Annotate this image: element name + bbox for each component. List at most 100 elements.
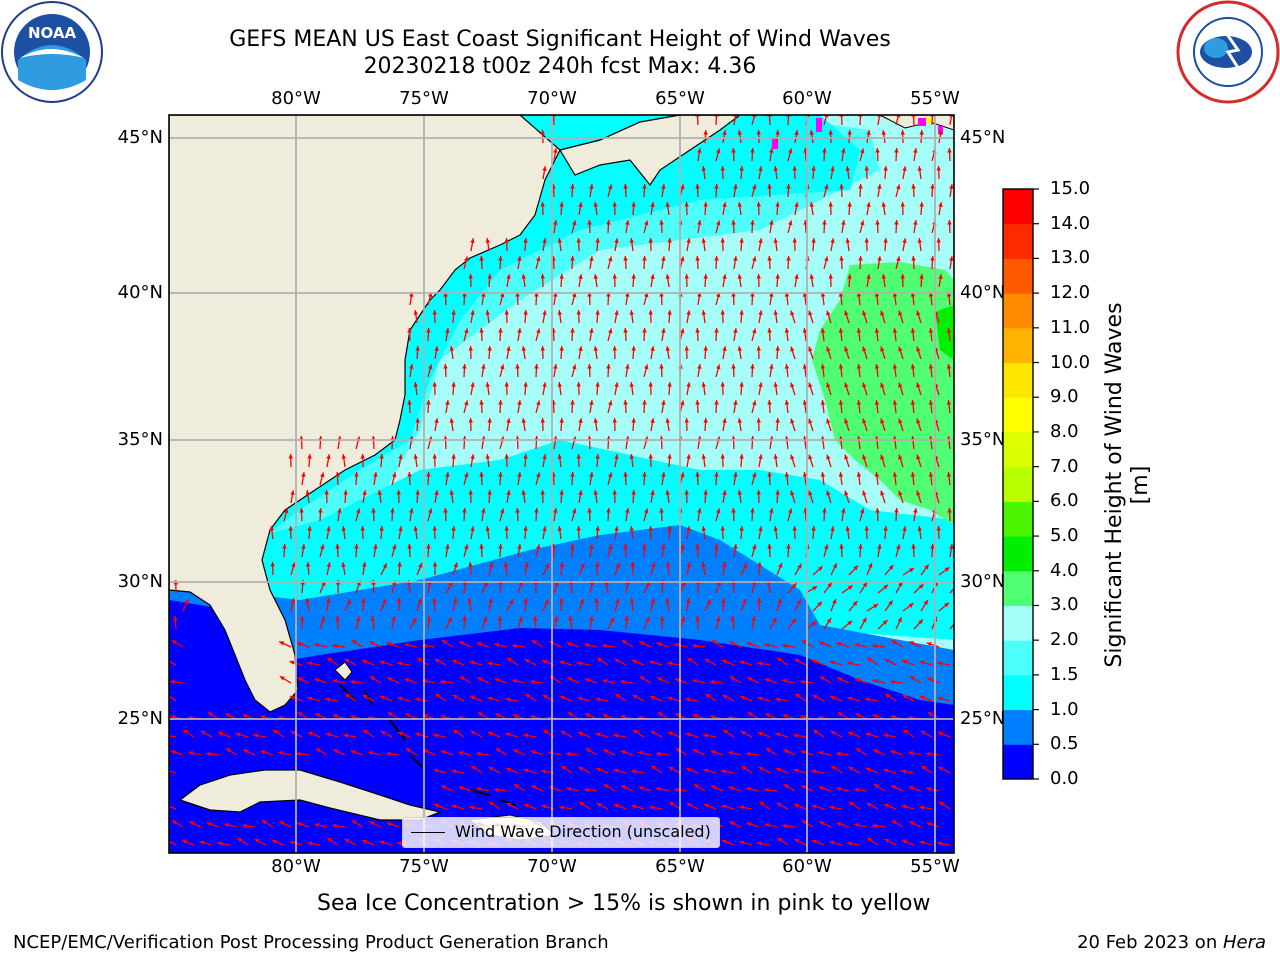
wave-arrow-head — [318, 508, 323, 513]
lat-tick-label: 35°N — [117, 429, 163, 450]
wave-arrow-head — [837, 677, 843, 682]
wave-arrow-head — [392, 544, 397, 550]
wave-arrow-head — [720, 166, 725, 171]
wave-arrow-head — [795, 693, 801, 699]
wave-arrow-head — [720, 382, 725, 387]
wave-arrow-head — [453, 562, 458, 568]
wave-arrow-head — [443, 364, 448, 369]
wave-arrow-head — [737, 418, 743, 423]
wave-arrow-head — [445, 472, 450, 477]
wave-arrow-head — [716, 364, 721, 370]
wave-arrow-shaft — [751, 115, 756, 126]
wave-arrow-head — [557, 382, 563, 387]
wave-arrow-head — [793, 733, 798, 738]
wave-arrow-head — [332, 678, 338, 684]
wave-arrow-head — [902, 526, 907, 531]
wave-arrow-head — [703, 733, 708, 738]
wave-arrow-head — [883, 238, 888, 243]
wave-arrow-head — [606, 508, 611, 513]
wave-arrow-head — [570, 328, 575, 333]
wave-arrow-head — [773, 238, 779, 243]
wave-arrow-head — [531, 785, 537, 790]
wave-arrow-head — [721, 562, 727, 567]
wave-arrow-head — [737, 130, 743, 135]
wave-arrow-head — [553, 148, 558, 153]
wave-arrow-head — [530, 750, 536, 755]
wave-arrow-head — [181, 839, 187, 844]
wave-arrow-head — [782, 643, 787, 649]
wave-arrow-head — [739, 660, 745, 665]
wave-arrow-head — [517, 472, 522, 477]
wave-arrow-shaft — [552, 115, 555, 126]
wave-arrow-head — [387, 712, 393, 717]
wave-arrow-head — [775, 418, 780, 423]
wave-arrow-head — [602, 714, 608, 719]
wave-arrow-head — [765, 748, 771, 753]
colorbar-tick-label: 6.0 — [1050, 490, 1079, 512]
wave-arrow-head — [271, 839, 277, 844]
wave-arrow-head — [874, 328, 880, 333]
wave-arrow-head — [515, 292, 520, 297]
wave-arrow-head — [830, 166, 835, 171]
wave-arrow-head — [874, 292, 880, 297]
wave-arrow-head — [674, 642, 680, 648]
wave-arrow-head — [479, 400, 484, 405]
wave-arrow-head — [576, 238, 581, 243]
wave-arrow-head — [830, 238, 835, 243]
wave-arrow-head — [542, 526, 547, 531]
wave-arrow-shaft — [696, 115, 699, 126]
wave-arrow-head — [937, 696, 943, 701]
wave-arrow-head — [270, 562, 275, 567]
wave-arrow-head — [665, 598, 670, 603]
wave-arrow-shaft — [787, 115, 790, 126]
wave-arrow-head — [873, 784, 879, 789]
wave-arrow-head — [874, 472, 880, 477]
wave-arrow-head — [882, 620, 888, 625]
wave-arrow-head — [360, 454, 365, 459]
wave-arrow-head — [680, 256, 685, 262]
wave-arrow-head — [877, 256, 882, 261]
wave-arrow-head — [751, 616, 756, 622]
wave-arrow-head — [279, 821, 285, 826]
wave-arrow-head — [299, 508, 304, 513]
wave-arrow-head — [470, 526, 475, 531]
wave-arrow-head — [808, 418, 813, 424]
wave-arrow-head — [488, 562, 494, 568]
wave-arrow-head — [441, 785, 447, 790]
wave-arrow-head — [621, 640, 627, 645]
wave-arrow-head — [612, 346, 617, 351]
colorbar-segment — [1003, 362, 1033, 398]
wave-arrow-head — [288, 454, 293, 459]
wave-arrow-head — [434, 490, 439, 495]
wave-arrow-head — [479, 328, 484, 333]
wave-arrow-head — [451, 526, 456, 531]
lat-tick-label: 30°N — [960, 571, 1006, 592]
wave-arrow-head — [413, 454, 419, 459]
wave-arrow-head — [282, 544, 287, 549]
wave-arrow-head — [572, 220, 577, 226]
wave-arrow-head — [494, 787, 499, 793]
wave-arrow-head — [477, 712, 483, 717]
wave-arrow-head — [711, 640, 717, 645]
wave-arrow-head — [504, 238, 509, 243]
wave-arrow-head — [515, 508, 520, 513]
wave-arrow-head — [910, 400, 916, 405]
wave-arrow-head — [875, 148, 880, 153]
wave-arrow-head — [926, 642, 932, 647]
wave-arrow-head — [407, 400, 412, 405]
wave-arrow-head — [595, 238, 600, 243]
wave-arrow-head — [536, 400, 541, 406]
wave-arrow-head — [648, 526, 653, 531]
wave-arrow-head — [540, 346, 545, 351]
wave-arrow-head — [693, 749, 699, 754]
wave-arrow-head — [661, 256, 666, 261]
wave-arrow-head — [485, 382, 491, 387]
wave-arrow-head — [659, 364, 664, 369]
wave-arrow-head — [506, 802, 512, 807]
colorbar-tick-label: 2.0 — [1050, 629, 1079, 651]
wave-arrow-head — [290, 490, 295, 495]
wave-arrow-head — [225, 713, 231, 718]
wave-arrow-head — [440, 750, 446, 755]
wave-arrow-head — [354, 472, 359, 477]
wave-arrow-head — [488, 766, 494, 771]
